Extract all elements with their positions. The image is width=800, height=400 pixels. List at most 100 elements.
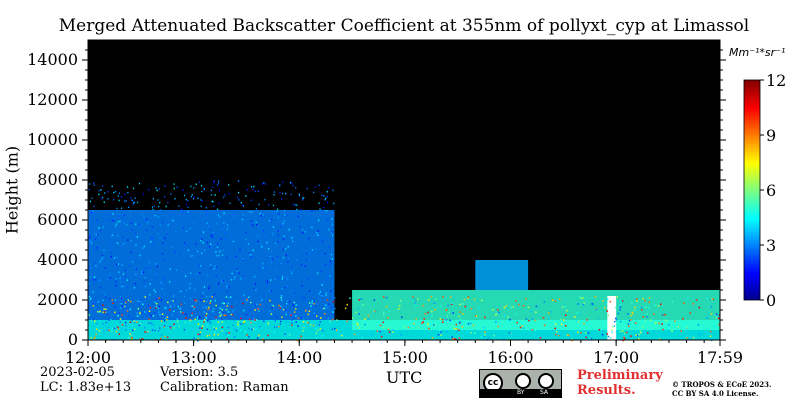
speckle [285,309,287,312]
speckle [250,321,252,324]
speckle [199,316,201,319]
speckle [576,312,578,314]
speckle [288,321,290,323]
speckle [159,237,161,239]
speckle [308,290,311,292]
speckle [287,278,289,281]
speckle [288,236,291,238]
speckle [327,219,329,221]
speckle [200,240,202,242]
speckle [115,330,118,333]
speckle [291,182,293,184]
speckle [554,333,557,336]
speckle [449,319,451,322]
speckle [314,186,316,188]
speckle [661,314,664,316]
preliminary-line-1: Preliminary [577,368,663,383]
speckle [266,284,269,287]
colorbar-tick-label: 9 [766,126,776,145]
speckle [205,306,207,309]
speckle [406,327,408,329]
speckle [92,210,94,213]
speckle [303,327,305,329]
speckle [561,306,564,308]
speckle [209,322,211,324]
speckle [130,197,132,199]
y-tick-label: 4000 [37,250,78,269]
speckle [355,311,357,314]
speckle [621,300,624,302]
speckle [207,308,209,311]
speckle [471,310,474,312]
speckle [114,320,116,323]
speckle [310,307,312,310]
speckle [179,308,181,310]
speckle [108,214,111,216]
speckle [89,235,91,237]
speckle [262,214,264,216]
speckle [120,281,122,283]
speckle [417,327,420,329]
speckle [641,309,643,311]
speckle [248,327,250,330]
speckle [322,329,324,332]
speckle [302,247,304,250]
speckle [277,234,279,237]
speckle [455,328,458,330]
speckle [317,230,319,232]
speckle [89,200,92,203]
speckle [233,215,235,217]
speckle [244,330,247,333]
speckle [263,182,265,184]
speckle [153,324,155,326]
speckle [123,307,125,310]
speckle [621,330,624,332]
speckle [171,300,173,302]
speckle [142,332,144,335]
speckle [257,240,259,243]
speckle [102,323,104,325]
speckle [442,296,444,298]
speckle [130,222,132,224]
speckle [261,268,263,270]
x-tick-label: 17:00 [593,348,639,367]
speckle [156,189,158,192]
speckle [303,297,305,299]
speckle [288,257,290,260]
speckle [330,232,333,234]
speckle [210,267,212,269]
speckle [686,297,689,300]
speckle [193,306,196,308]
speckle [648,306,650,309]
speckle [114,299,117,301]
speckle [125,322,127,324]
speckle [671,330,673,332]
speckle [407,324,409,326]
speckle [233,336,236,338]
badge-by-label: BY [517,389,525,396]
speckle [259,212,261,215]
speckle [96,246,98,249]
speckle [173,187,175,190]
speckle [143,215,145,218]
speckle [360,298,363,300]
speckle [121,324,124,326]
speckle [323,206,325,209]
speckle [133,202,135,204]
speckle [606,298,609,301]
speckle [647,332,649,334]
speckle [209,302,211,304]
speckle [483,335,486,337]
speckle [93,337,95,340]
speckle [215,304,217,307]
speckle [341,334,343,337]
speckle [203,311,205,313]
speckle [110,252,112,254]
speckle [361,336,363,339]
speckle [129,333,131,335]
speckle [179,220,181,222]
speckle [144,331,146,333]
speckle [458,315,460,317]
speckle [201,325,204,327]
speckle [120,207,123,210]
